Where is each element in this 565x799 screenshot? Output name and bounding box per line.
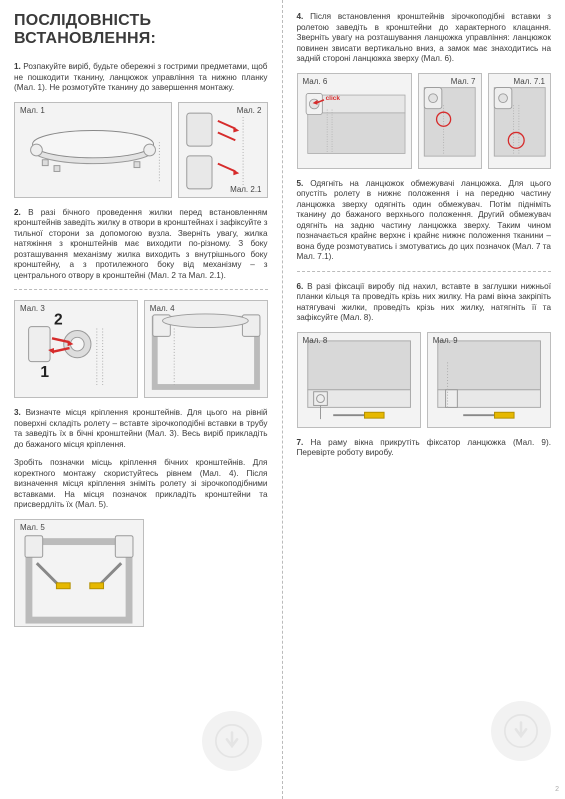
fig-label: Мал. 2 [237, 106, 262, 115]
para-3b: Зробіть позначки місць кріплення бічних … [14, 458, 268, 511]
watermark-icon [491, 701, 551, 761]
fig-label: Мал. 8 [303, 336, 328, 345]
fig-row-5: Мал. 5 [14, 519, 268, 627]
figure-8: Мал. 8 [297, 332, 421, 428]
svg-text:2: 2 [54, 312, 63, 329]
figure-7: Мал. 7 [418, 73, 481, 169]
fig-label: Мал. 3 [20, 304, 45, 313]
fig-label: Мал. 7 [451, 77, 476, 86]
figure-1: Мал. 1 [14, 102, 172, 198]
svg-text:click: click [325, 94, 340, 101]
fig-row-3-4: Мал. 3 1 2 Мал. 4 [14, 300, 268, 398]
para-6: 6. В разі фіксації виробу під нахил, вст… [297, 282, 552, 324]
watermark-icon [202, 711, 262, 771]
figure-9: Мал. 9 [427, 332, 551, 428]
para-1: 1. Розпакуйте виріб, будьте обережні з г… [14, 62, 268, 94]
para-4: 4. Після встановлення кронштейнів зірочк… [297, 12, 552, 65]
right-column: 4. Після встановлення кронштейнів зірочк… [283, 0, 565, 799]
para-5: 5. Одягніть на ланцюжок обмежувачі ланцю… [297, 179, 552, 263]
para-2: 2. В разі бічного проведення жилки перед… [14, 208, 268, 282]
fig-row-8-9: Мал. 8 Мал. 9 [297, 332, 552, 428]
figure-4: Мал. 4 [144, 300, 268, 398]
fig-label: Мал. 5 [20, 523, 45, 532]
figure-2: Мал. 2 Мал. 2.1 [178, 102, 267, 198]
figure-6: Мал. 6 click [297, 73, 413, 169]
figure-5: Мал. 5 [14, 519, 144, 627]
divider [14, 289, 268, 290]
fig-label: Мал. 6 [303, 77, 328, 86]
fig-label: Мал. 1 [20, 106, 45, 115]
svg-text:1: 1 [40, 364, 49, 381]
page-title: ПОСЛІДОВНІСТЬ ВСТАНОВЛЕННЯ: [14, 12, 268, 48]
fig-label: Мал. 4 [150, 304, 175, 313]
divider [297, 271, 552, 272]
figure-3: Мал. 3 1 2 [14, 300, 138, 398]
para-3a: 3. Визначте місця кріплення кронштейнів.… [14, 408, 268, 450]
fig-label: Мал. 9 [433, 336, 458, 345]
fig-row-1-2: Мал. 1 Мал. 2 Мал. 2.1 [14, 102, 268, 198]
fig-label: Мал. 2.1 [230, 185, 261, 194]
figure-7-1: Мал. 7.1 [488, 73, 551, 169]
fig-row-6-7: Мал. 6 click Мал. 7 [297, 73, 552, 169]
para-7: 7. На раму вікна прикрутіть фіксатор лан… [297, 438, 552, 459]
page-number: 2 [555, 786, 559, 793]
fig-label: Мал. 7.1 [514, 77, 545, 86]
left-column: ПОСЛІДОВНІСТЬ ВСТАНОВЛЕННЯ: 1. Розпакуйт… [0, 0, 283, 799]
